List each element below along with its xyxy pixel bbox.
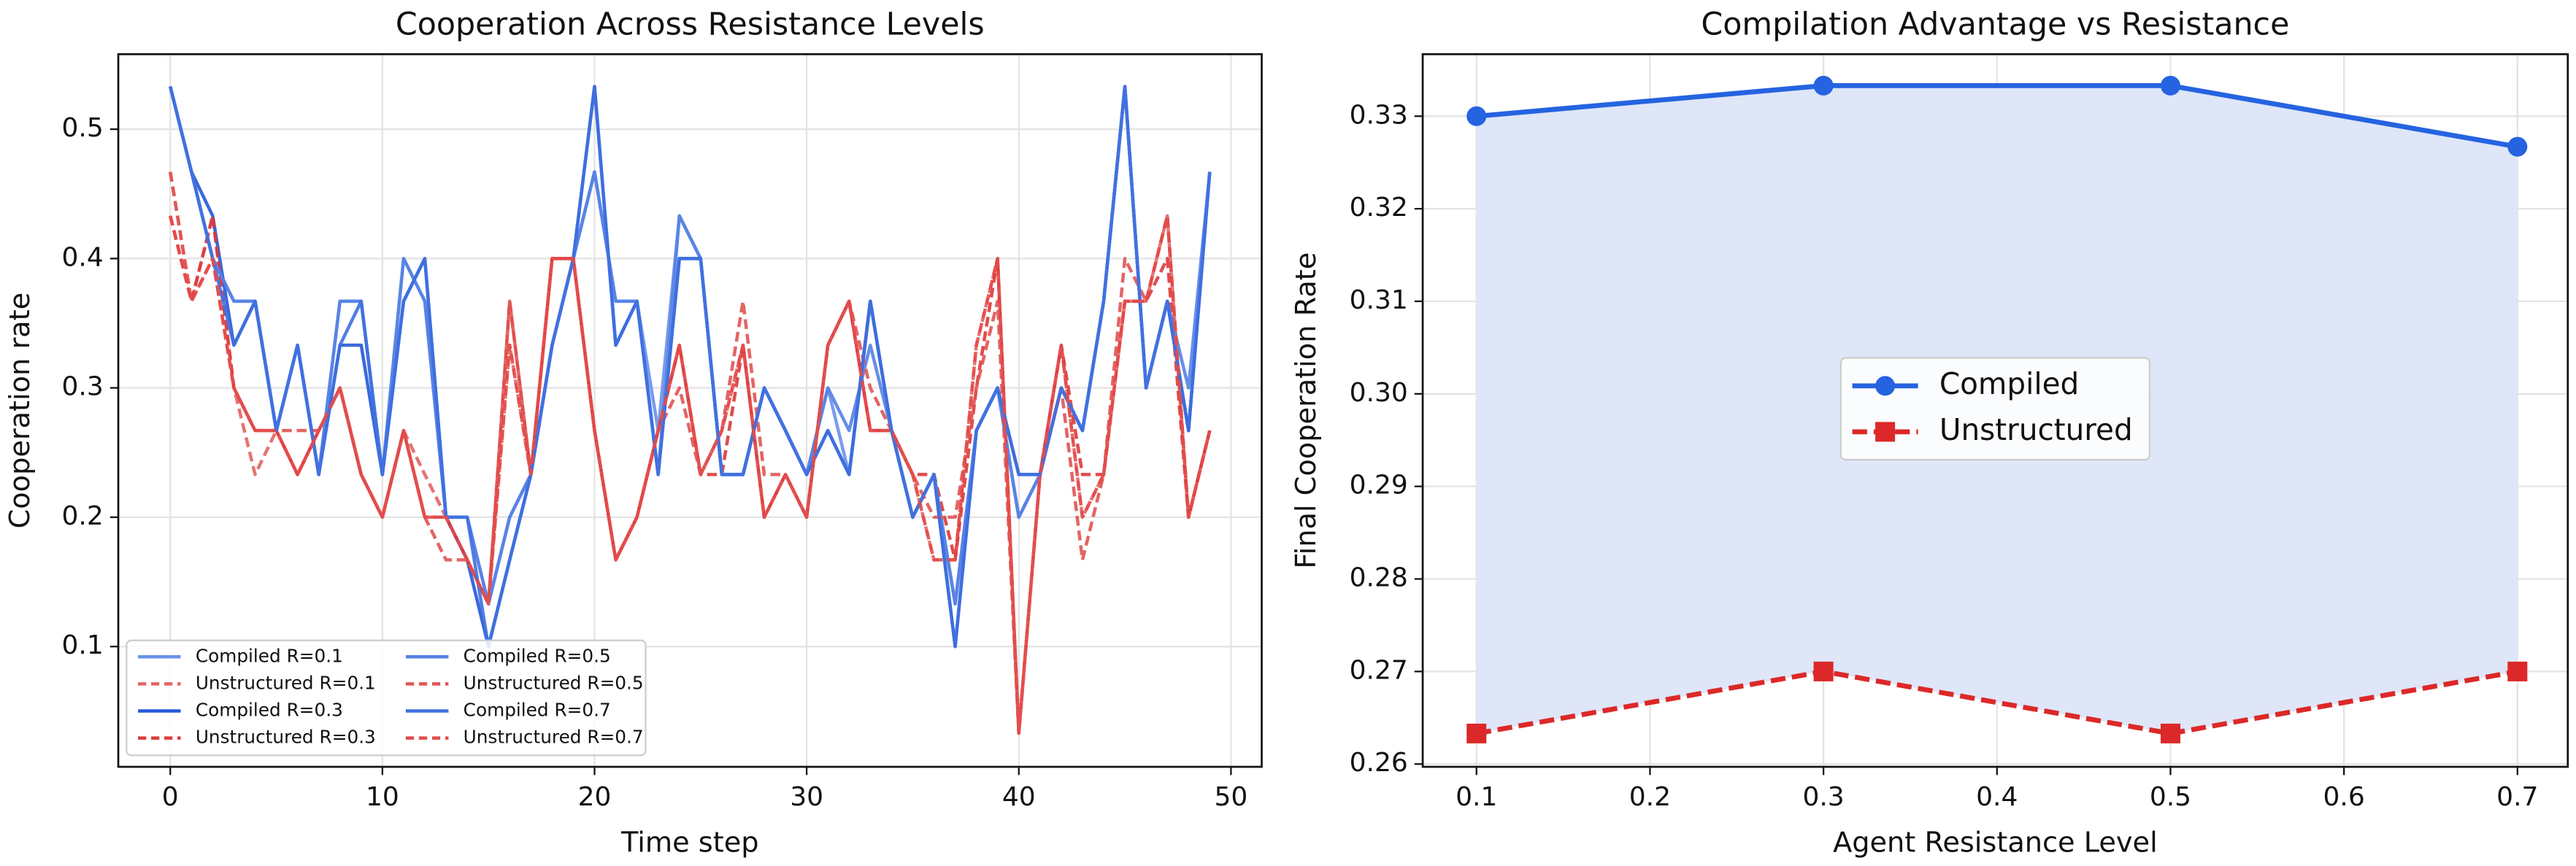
x-tick-label: 40 <box>1002 782 1036 812</box>
x-tick-label: 0.5 <box>2150 782 2191 812</box>
y-tick-label: 0.30 <box>1350 378 1408 408</box>
legend-marker <box>1875 376 1896 396</box>
marker <box>1813 75 1834 96</box>
x-tick-label: 50 <box>1214 782 1247 812</box>
x-tick-label: 0.1 <box>1456 782 1497 812</box>
y-tick-label: 0.26 <box>1350 748 1408 778</box>
marker <box>1466 723 1487 743</box>
series-line <box>169 85 1212 606</box>
chart-title: Compilation Advantage vs Resistance <box>1701 7 2289 43</box>
legend-label: Compiled R=0.7 <box>464 700 611 721</box>
y-tick-label: 0.32 <box>1350 193 1408 223</box>
y-tick-label: 0.31 <box>1350 285 1408 315</box>
x-tick-label: 0.7 <box>2496 782 2538 812</box>
chart-title: Cooperation Across Resistance Levels <box>396 7 985 43</box>
legend-label: Compiled R=0.1 <box>196 645 343 666</box>
marker <box>1466 106 1487 126</box>
y-tick-label: 0.5 <box>62 113 104 143</box>
x-tick-label: 0.3 <box>1802 782 1844 812</box>
series-line <box>169 85 1212 649</box>
legend-label: Unstructured <box>1939 412 2133 447</box>
x-tick-label: 0.6 <box>2323 782 2365 812</box>
y-tick-label: 0.29 <box>1350 471 1408 500</box>
x-tick-label: 10 <box>366 782 399 812</box>
x-tick-label: 0.4 <box>1976 782 2018 812</box>
y-axis-label: Final Cooperation Rate <box>1290 252 1323 569</box>
y-tick-label: 0.33 <box>1350 100 1408 130</box>
y-tick-label: 0.28 <box>1350 563 1408 593</box>
marker <box>2160 75 2180 96</box>
legend-marker <box>1875 422 1896 442</box>
series-line <box>169 85 1212 649</box>
x-tick-label: 0 <box>162 782 179 812</box>
x-axis-label: Time step <box>620 826 759 859</box>
marker <box>2507 661 2528 681</box>
legend-label: Compiled <box>1939 366 2079 401</box>
legend-label: Unstructured R=0.5 <box>464 672 644 693</box>
x-tick-label: 30 <box>790 782 823 812</box>
axes-frame <box>1421 53 2569 768</box>
legend-label: Unstructured R=0.7 <box>464 727 644 748</box>
legend-label: Compiled R=0.5 <box>464 645 611 666</box>
legend-label: Compiled R=0.3 <box>196 700 343 721</box>
x-tick-label: 0.2 <box>1629 782 1671 812</box>
y-tick-label: 0.2 <box>62 501 104 531</box>
legend-box <box>126 639 647 757</box>
series-line <box>169 214 1212 735</box>
y-tick-label: 0.3 <box>62 372 104 402</box>
series-line <box>1476 669 2518 736</box>
series-line <box>1476 83 2518 150</box>
marker <box>1813 661 1834 681</box>
marker <box>2160 723 2180 743</box>
marker <box>2507 136 2528 157</box>
y-tick-label: 0.4 <box>62 242 104 272</box>
y-tick-label: 0.1 <box>62 630 104 660</box>
x-tick-label: 20 <box>578 782 612 812</box>
legend-label: Unstructured R=0.3 <box>196 727 376 748</box>
series-line <box>169 85 1212 606</box>
legend-label: Unstructured R=0.1 <box>196 672 376 693</box>
series-line <box>169 171 1212 735</box>
y-tick-label: 0.27 <box>1350 655 1408 685</box>
x-axis-label: Agent Resistance Level <box>1833 826 2158 859</box>
axes-frame <box>117 53 1263 768</box>
y-axis-label: Cooperation rate <box>4 293 36 529</box>
